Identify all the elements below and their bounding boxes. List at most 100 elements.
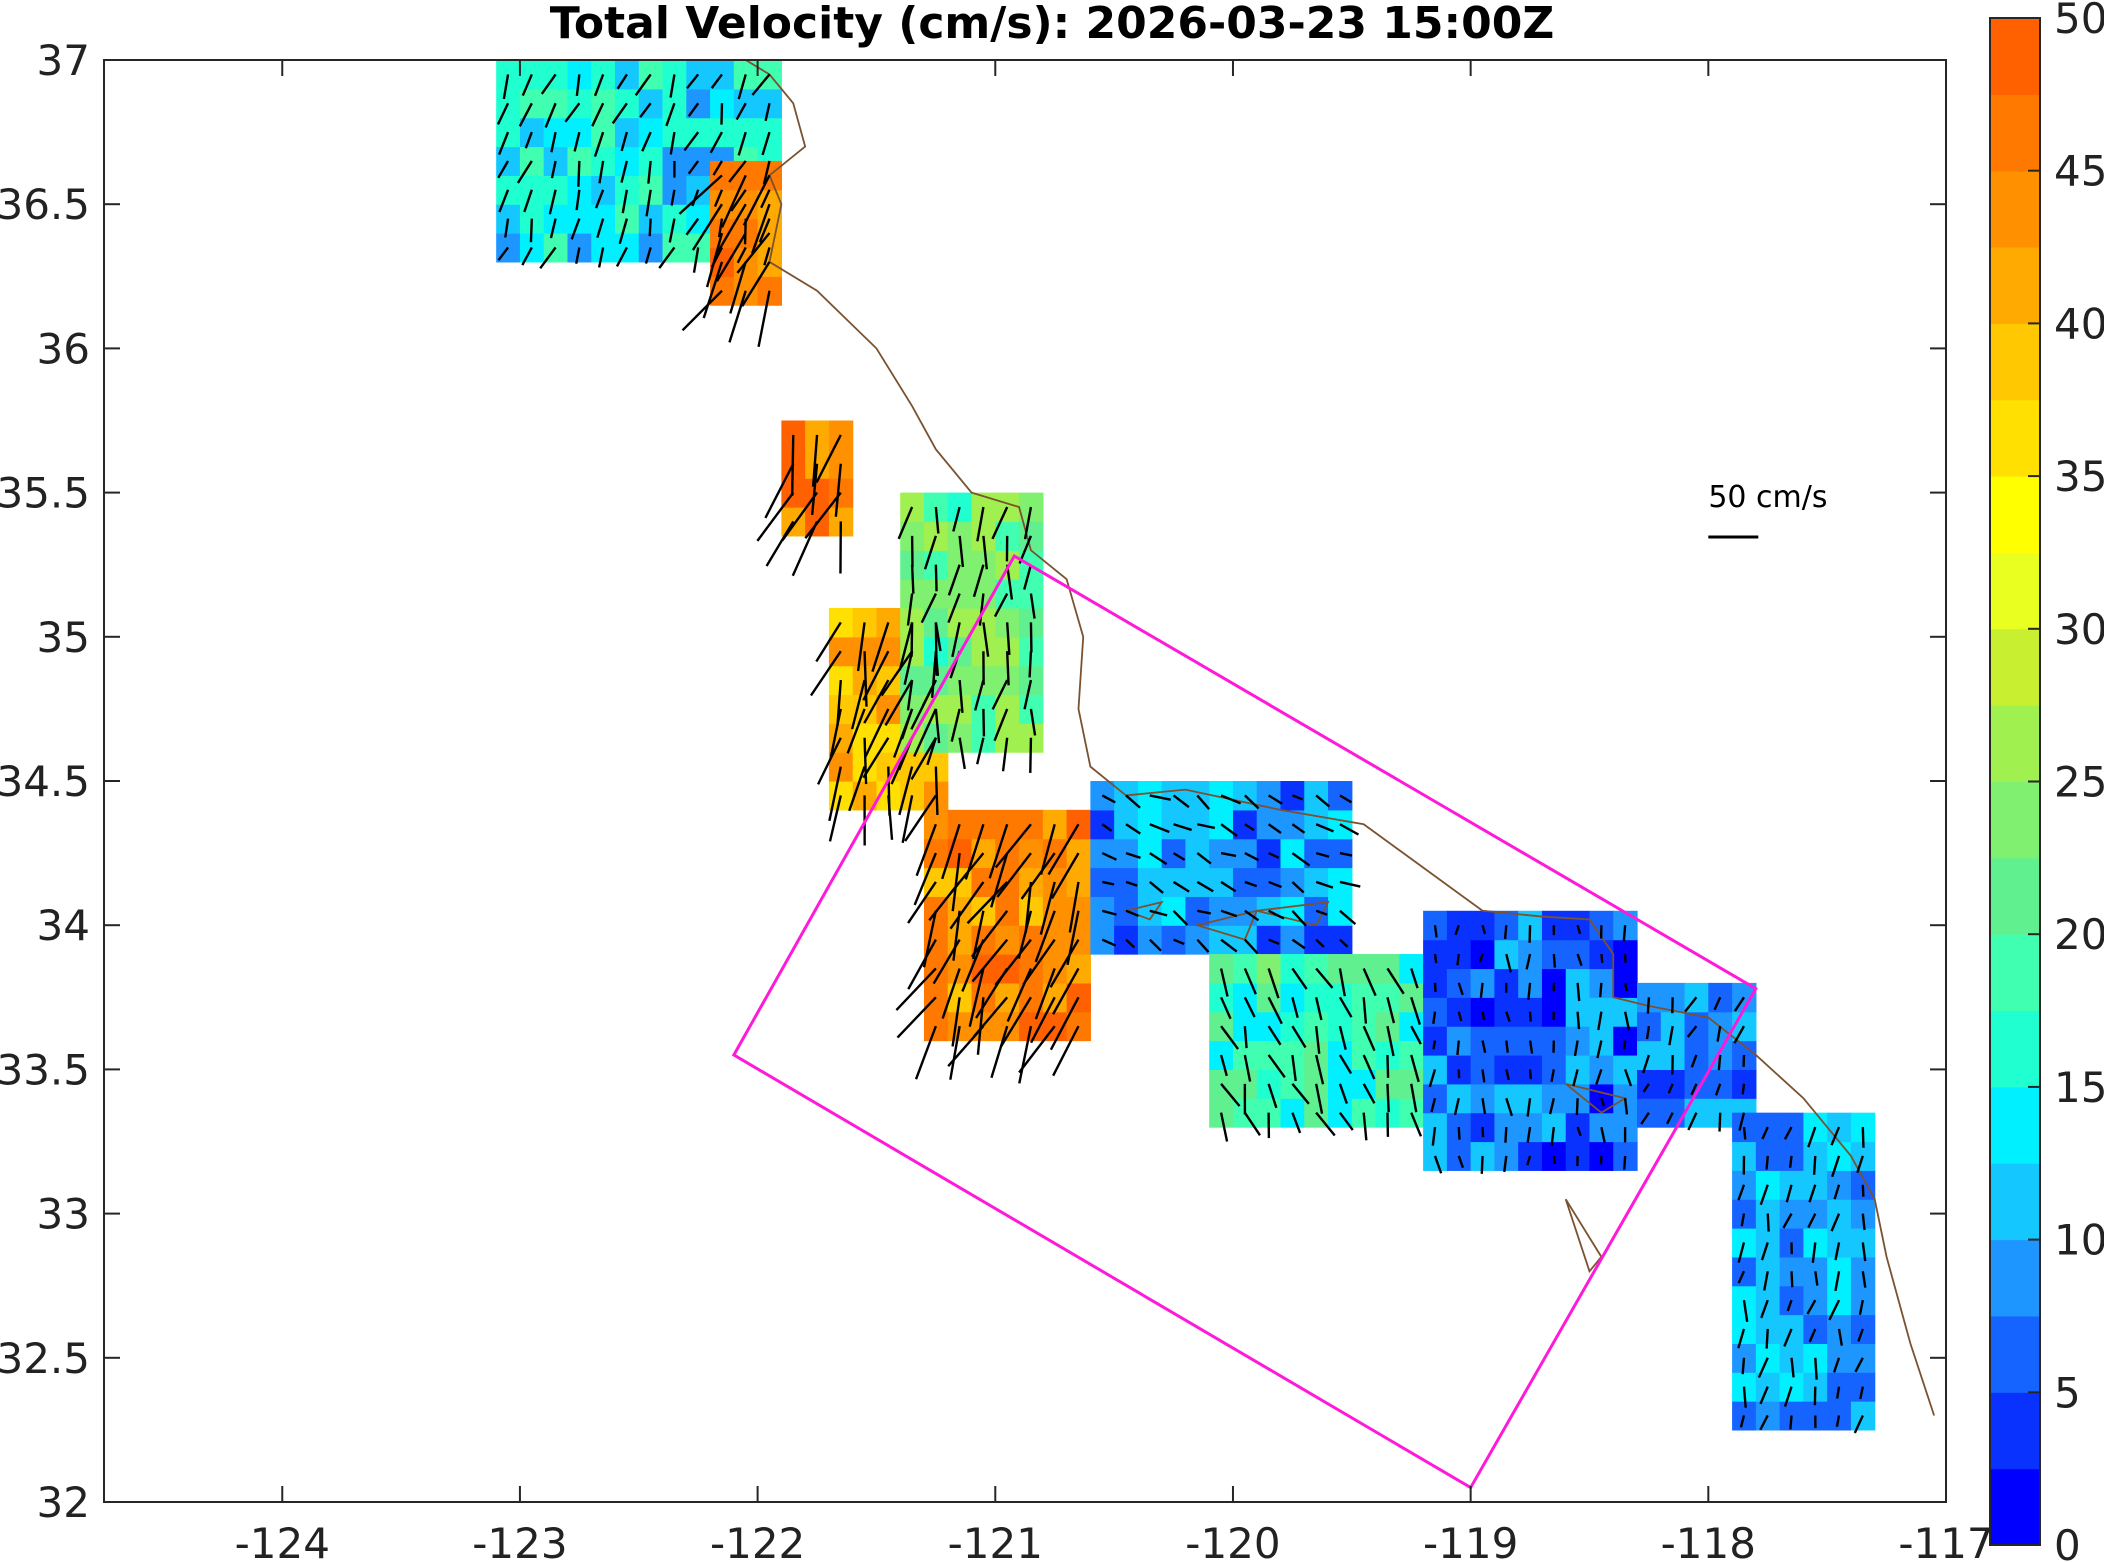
- y-tick-label: 32.5: [0, 1334, 90, 1383]
- velocity-arrow: [621, 189, 629, 214]
- velocity-arrow: [1790, 1357, 1795, 1378]
- velocity-arrow: [658, 246, 676, 269]
- velocity-arrow: [1029, 708, 1037, 736]
- velocity-arrow: [683, 131, 700, 152]
- velocity-arrow: [1291, 1083, 1310, 1105]
- velocity-arrow: [742, 174, 771, 226]
- velocity-arrow: [1149, 881, 1164, 894]
- velocity-arrow: [1433, 1155, 1443, 1174]
- velocity-arrow: [1101, 909, 1117, 916]
- velocity-arrow: [1526, 1098, 1532, 1117]
- velocity-arrow: [1291, 909, 1307, 927]
- velocity-arrow: [1024, 881, 1033, 933]
- velocity-arrow: [620, 160, 629, 183]
- velocity-arrow: [1830, 1213, 1841, 1232]
- colorbar-swatch: [1990, 18, 2040, 95]
- velocity-arrow: [1622, 925, 1627, 941]
- velocity-arrow: [1022, 938, 1056, 986]
- velocity-arrow: [1479, 982, 1484, 998]
- velocity-arrow: [1244, 794, 1260, 810]
- velocity-arrow: [1267, 968, 1280, 999]
- velocity-arrow: [502, 74, 510, 100]
- velocity-arrow: [971, 938, 1009, 983]
- velocity-arrow: [1740, 1213, 1746, 1227]
- velocity-arrow: [864, 708, 890, 758]
- velocity-arrow: [1481, 1127, 1485, 1138]
- velocity-arrow: [1267, 996, 1283, 1025]
- velocity-arrow: [1386, 997, 1396, 1024]
- velocity-arrow: [758, 218, 771, 243]
- velocity-arrow: [862, 737, 890, 779]
- velocity-arrow: [634, 73, 652, 96]
- colorbar-label: 15: [2054, 1063, 2104, 1112]
- velocity-arrow: [1362, 997, 1368, 1024]
- velocity-arrow: [951, 997, 961, 1047]
- velocity-arrow: [548, 189, 557, 215]
- velocity-arrow: [982, 708, 986, 737]
- velocity-arrow: [1291, 823, 1306, 834]
- velocity-arrow: [523, 189, 533, 213]
- velocity-arrow: [1766, 1213, 1770, 1232]
- velocity-arrow: [1690, 1083, 1698, 1096]
- x-tick-label: -119: [1423, 1519, 1518, 1562]
- velocity-arrow: [1196, 852, 1212, 865]
- velocity-arrow: [958, 737, 966, 770]
- velocity-arrow: [1219, 1054, 1228, 1077]
- velocity-arrow: [1856, 1155, 1864, 1174]
- velocity-arrow: [516, 160, 533, 184]
- velocity-arrow: [976, 506, 985, 542]
- velocity-arrow: [968, 968, 985, 1027]
- y-tick-label: 37: [37, 36, 90, 85]
- velocity-arrow: [1786, 1299, 1793, 1312]
- velocity-arrow: [1788, 1155, 1793, 1168]
- velocity-arrow: [1039, 823, 1056, 875]
- velocity-arrow: [1717, 1054, 1722, 1071]
- velocity-arrow: [1528, 1011, 1532, 1022]
- velocity-arrow: [999, 996, 1032, 1048]
- colorbar-swatch: [1990, 323, 2040, 401]
- velocity-arrow: [685, 217, 700, 236]
- velocity-arrow: [678, 174, 723, 215]
- velocity-arrow: [1642, 1083, 1650, 1093]
- velocity-arrow: [1267, 1083, 1278, 1109]
- velocity-arrow: [598, 160, 605, 184]
- velocity-arrow: [1504, 1127, 1508, 1143]
- velocity-arrow: [665, 102, 676, 127]
- velocity-arrow: [920, 593, 937, 624]
- velocity-arrow: [1733, 996, 1745, 1012]
- map-title: Total Velocity (cm/s): 2026-03-23 15:00Z: [549, 0, 1555, 49]
- velocity-arrow: [764, 463, 795, 519]
- velocity-arrow: [863, 679, 890, 724]
- velocity-arrow: [1291, 794, 1304, 801]
- velocity-arrow: [1505, 1097, 1514, 1117]
- velocity-arrow: [1149, 794, 1171, 801]
- velocity-arrow: [964, 823, 985, 880]
- velocity-arrow: [760, 189, 771, 209]
- scale-arrow: 50 cm/s: [1708, 480, 1827, 539]
- velocity-arrow: [907, 881, 937, 924]
- velocity-arrow: [593, 131, 605, 158]
- velocity-arrow: [880, 650, 914, 697]
- velocity-arrow: [811, 434, 819, 487]
- velocity-arrow: [715, 232, 747, 282]
- velocity-arrow: [1101, 794, 1116, 804]
- velocity-arrow: [914, 1025, 937, 1080]
- colorbar-swatch: [1990, 552, 2040, 630]
- velocity-arrow: [741, 261, 771, 307]
- velocity-arrow: [1220, 794, 1242, 805]
- velocity-arrow: [544, 102, 557, 128]
- velocity-arrow: [518, 102, 533, 127]
- velocity-arrow: [692, 247, 700, 273]
- velocity-arrow: [764, 103, 771, 122]
- velocity-arrow: [1761, 1126, 1769, 1140]
- velocity-arrow: [1814, 1271, 1819, 1286]
- velocity-arrow: [705, 232, 724, 288]
- velocity-arrow: [712, 160, 723, 176]
- velocity-arrow: [1268, 880, 1282, 889]
- velocity-arrow: [1433, 925, 1438, 938]
- y-tick-label: 33.5: [0, 1045, 90, 1094]
- velocity-arrow: [1623, 982, 1628, 992]
- velocity-arrow: [901, 795, 914, 844]
- velocity-arrow: [1456, 953, 1460, 966]
- velocity-arrow: [1861, 1242, 1867, 1262]
